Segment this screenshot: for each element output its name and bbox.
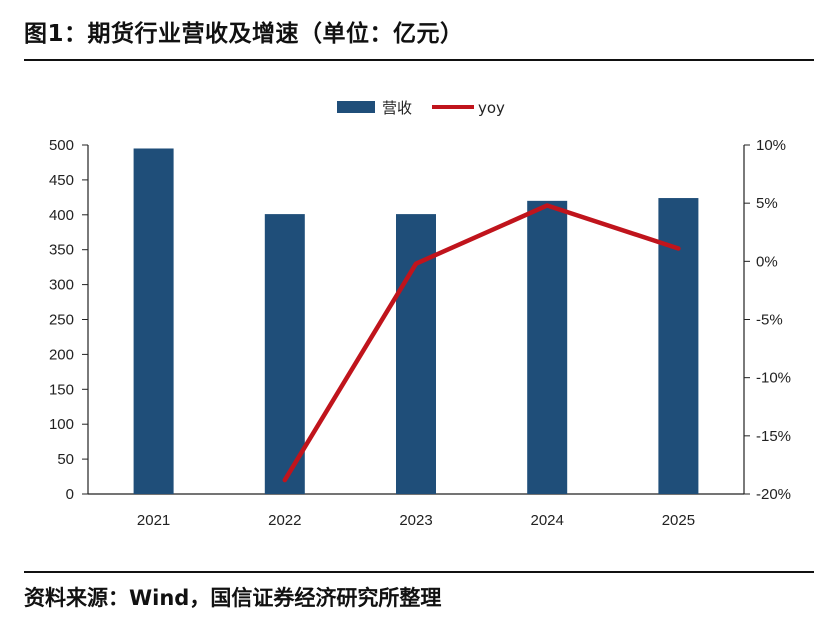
right-tick-label: 5%	[756, 195, 778, 212]
legend-swatch-bar	[337, 101, 375, 113]
title-rule	[24, 59, 814, 61]
bar-2023	[396, 214, 436, 495]
left-tick-label: 0	[66, 486, 74, 503]
legend: 营收 yoy	[337, 99, 505, 117]
right-tick-label: -5%	[756, 312, 783, 329]
x-tick-label: 2025	[662, 512, 695, 529]
right-tick-label: -10%	[756, 370, 791, 387]
yoy-line	[282, 203, 681, 483]
left-tick-label: 500	[49, 137, 74, 154]
bar-2022	[264, 214, 305, 495]
right-tick-label: 0%	[756, 253, 778, 270]
tick-labels: 0 50 100 150 200 250 300 350 400 450 500 -20% -15% -1…	[49, 137, 791, 529]
figure-title: 图1：期货行业营收及增速（单位：亿元）	[24, 21, 464, 47]
left-tick-label: 400	[49, 207, 74, 224]
left-tick-label: 50	[57, 451, 74, 468]
left-tick-label: 350	[49, 242, 74, 259]
left-tick-label: 300	[49, 277, 74, 294]
x-tick-label: 2024	[531, 512, 564, 529]
left-tick-label: 150	[49, 381, 74, 398]
bar-2024	[527, 200, 568, 494]
x-tick-label: 2023	[399, 512, 432, 529]
left-tick-label: 100	[49, 416, 74, 433]
left-tick-label: 200	[49, 346, 74, 363]
yoy-series-line	[282, 203, 681, 483]
right-tick-label: -15%	[756, 428, 791, 445]
bars	[133, 148, 699, 495]
right-tick-label: -20%	[756, 486, 791, 503]
bar-2021	[133, 148, 174, 495]
source-note: 资料来源：Wind，国信证券经济研究所整理	[24, 586, 442, 610]
x-tick-label: 2022	[268, 512, 301, 529]
x-tick-label: 2021	[137, 512, 170, 529]
left-tick-label: 250	[49, 312, 74, 329]
left-tick-label: 450	[49, 172, 74, 189]
legend-label-line: yoy	[478, 99, 505, 117]
right-tick-label: 10%	[756, 137, 786, 154]
legend-label-bar: 营收	[382, 99, 412, 117]
source-rule	[24, 571, 814, 573]
